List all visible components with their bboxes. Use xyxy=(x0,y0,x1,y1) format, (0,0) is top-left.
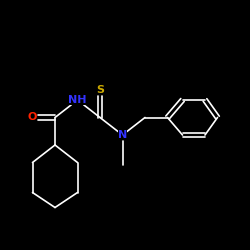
Text: NH: NH xyxy=(68,95,87,105)
Text: S: S xyxy=(96,85,104,95)
Text: O: O xyxy=(28,112,37,122)
Text: N: N xyxy=(118,130,127,140)
